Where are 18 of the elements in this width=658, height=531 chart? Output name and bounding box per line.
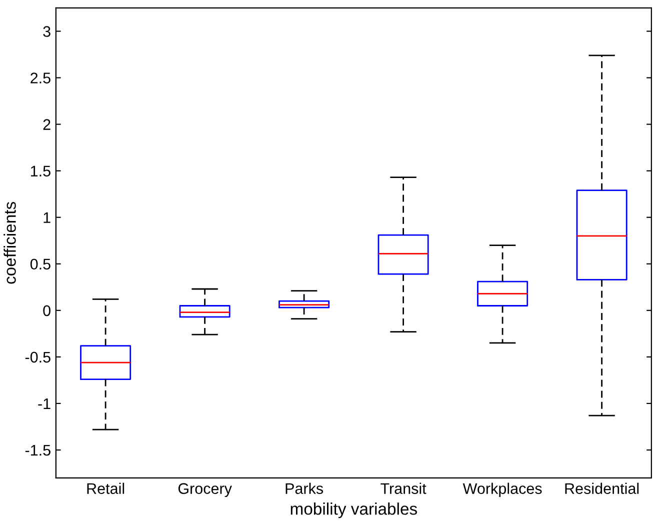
x-tick-label: Residential [565, 482, 639, 494]
y-tick-label: 3 [43, 26, 50, 37]
x-tick-label: Parks [286, 482, 324, 494]
x-tick-label: Transit [380, 482, 426, 494]
y-tick-label: -0.5 [25, 352, 50, 363]
y-axis-title: coefficients [4, 202, 16, 284]
y-tick-label: 0.5 [30, 258, 50, 270]
y-tick-label: 2 [43, 119, 50, 130]
x-tick-label: Retail [87, 482, 124, 494]
y-tick-label: 1 [44, 212, 50, 223]
y-tick-label: 2.5 [30, 72, 50, 84]
y-tick-label: 0 [43, 305, 50, 316]
x-axis-title: mobility variables [290, 502, 417, 518]
y-tick-label: 1.5 [31, 166, 50, 176]
x-tick-label: Workplaces [462, 482, 542, 498]
y-tick-label: -1.5 [25, 445, 50, 456]
y-tick-label: -1 [38, 398, 50, 409]
x-tick-label: Grocery [178, 483, 232, 498]
